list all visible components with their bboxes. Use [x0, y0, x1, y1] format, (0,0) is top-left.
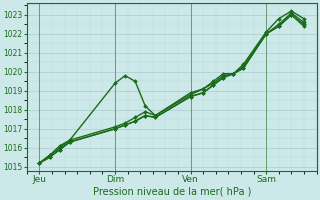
X-axis label: Pression niveau de la mer( hPa ): Pression niveau de la mer( hPa ): [92, 187, 251, 197]
